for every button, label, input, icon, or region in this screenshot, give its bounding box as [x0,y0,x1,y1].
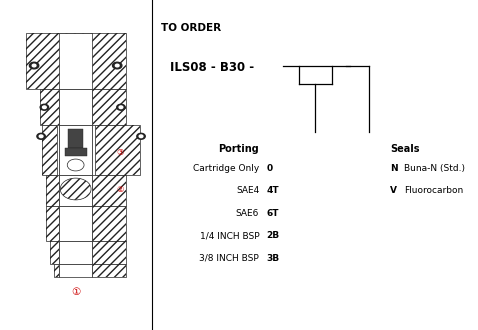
Text: 4T: 4T [266,186,279,195]
Bar [40,89,59,125]
Bar [51,241,59,264]
Text: 3B: 3B [266,253,279,263]
Circle shape [112,62,122,69]
Bar [59,175,92,206]
Bar [59,33,92,89]
Bar [92,89,126,125]
Text: V: V [390,186,397,195]
Text: Cartridge Only: Cartridge Only [193,164,259,173]
Bar [51,241,59,264]
Circle shape [43,106,46,109]
Circle shape [137,133,145,139]
Bar [59,89,92,125]
Text: Fluorocarbon: Fluorocarbon [404,186,463,195]
Text: ③: ③ [117,148,124,157]
Bar [59,264,92,277]
Text: 3/8 INCH BSP: 3/8 INCH BSP [199,253,259,263]
Bar [42,125,56,175]
Text: SAE4: SAE4 [236,186,259,195]
Bar [92,264,126,277]
Bar [54,264,59,277]
Text: ILS08 - B30 -: ILS08 - B30 - [171,61,255,74]
Circle shape [117,104,125,110]
Bar [46,175,59,206]
Text: 2B: 2B [266,231,279,240]
Circle shape [115,64,119,67]
Bar [46,175,59,206]
Bar [92,206,126,241]
Bar [92,89,126,125]
Circle shape [37,133,45,139]
Text: N: N [390,164,398,173]
Bar [59,241,92,264]
Text: ②: ② [117,184,124,193]
Bar [95,125,140,175]
Text: TO ORDER: TO ORDER [161,23,221,33]
Circle shape [139,135,143,138]
Text: Porting: Porting [218,144,259,153]
Bar [59,206,92,241]
Text: 6T: 6T [266,209,279,218]
Bar [92,175,126,206]
Bar [92,206,126,241]
Circle shape [40,104,49,110]
Text: Buna-N (Std.): Buna-N (Std.) [404,164,465,173]
Text: ①: ① [71,287,80,297]
Bar [54,264,59,277]
Bar [56,125,59,175]
Bar [46,206,59,241]
Bar [65,148,87,156]
Bar [95,125,140,175]
Text: Seals: Seals [390,144,420,153]
Bar [40,89,59,125]
Circle shape [119,106,123,109]
Circle shape [39,135,43,138]
Bar [92,175,126,206]
Bar [42,125,56,175]
Bar [92,264,126,277]
Bar [26,33,126,89]
Circle shape [32,64,36,67]
Bar [68,129,83,148]
Bar [92,241,126,264]
Circle shape [30,62,39,69]
Text: 1/4 INCH BSP: 1/4 INCH BSP [200,231,259,240]
Text: 0: 0 [266,164,272,173]
Bar [59,125,92,175]
Text: SAE6: SAE6 [236,209,259,218]
Circle shape [67,159,84,171]
Circle shape [60,178,91,200]
Bar [92,241,126,264]
Bar [92,125,95,175]
Bar [46,206,59,241]
Bar [26,33,126,89]
